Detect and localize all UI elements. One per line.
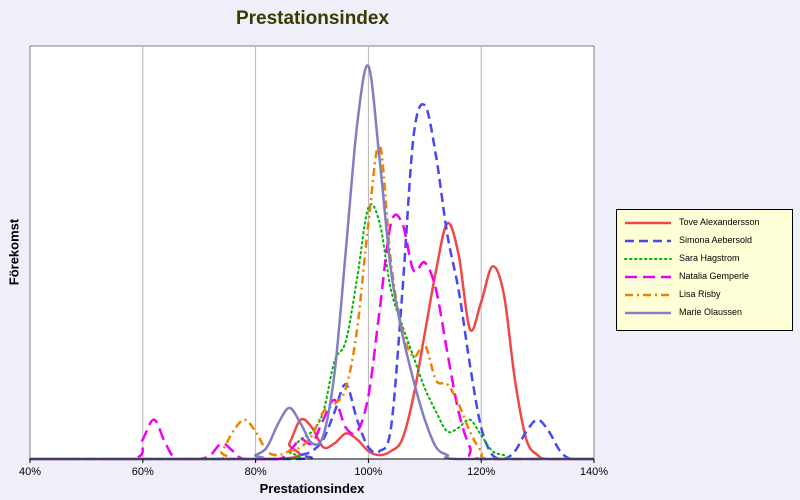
x-tick-label: 140%: [580, 466, 608, 478]
x-tick-label: 100%: [354, 466, 382, 478]
legend-item: Marie Olaussen: [617, 304, 792, 322]
legend-swatch: [625, 239, 671, 243]
x-tick-label: 60%: [132, 466, 154, 478]
series-line-2: [30, 103, 594, 461]
legend-item: Lisa Risby: [617, 286, 792, 304]
legend-swatch: [625, 221, 671, 225]
plot-background: [29, 45, 595, 460]
legend-item: Natalia Gemperle: [617, 268, 792, 286]
x-tick-label: 120%: [467, 466, 495, 478]
legend-item: Sara Hagstrom: [617, 250, 792, 268]
legend-item: Tove Alexandersson: [617, 214, 792, 232]
legend: Tove Alexandersson Simona Aebersold Sara H…: [616, 209, 793, 331]
legend-label: Lisa Risby: [679, 289, 721, 299]
x-tick-label: 80%: [245, 466, 267, 478]
legend-label: Sara Hagstrom: [679, 253, 740, 263]
chart-title: Prestationsindex: [235, 8, 390, 29]
legend-label: Tove Alexandersson: [679, 217, 760, 227]
series-line-4: [30, 213, 594, 461]
series-group: [29, 64, 595, 461]
y-axis-title: Förekomst: [6, 218, 22, 286]
x-tick-label: 40%: [19, 466, 41, 478]
legend-swatch: [625, 311, 671, 315]
series-line-6: [30, 64, 594, 461]
legend-swatch: [625, 293, 671, 297]
legend-label: Natalia Gemperle: [679, 271, 750, 281]
legend-label: Marie Olaussen: [679, 307, 743, 317]
x-axis-ticks: 40% 60% 80% 100% 120% 140%: [19, 459, 608, 478]
legend-label: Simona Aebersold: [679, 235, 753, 245]
x-axis-title: Prestationsindex: [259, 481, 365, 496]
legend-swatch: [625, 275, 671, 279]
legend-item: Simona Aebersold: [617, 232, 792, 250]
series-line-1: [30, 221, 594, 461]
legend-swatch: [624, 258, 672, 260]
series-line-3: [29, 203, 595, 461]
series-line-5: [30, 143, 594, 461]
